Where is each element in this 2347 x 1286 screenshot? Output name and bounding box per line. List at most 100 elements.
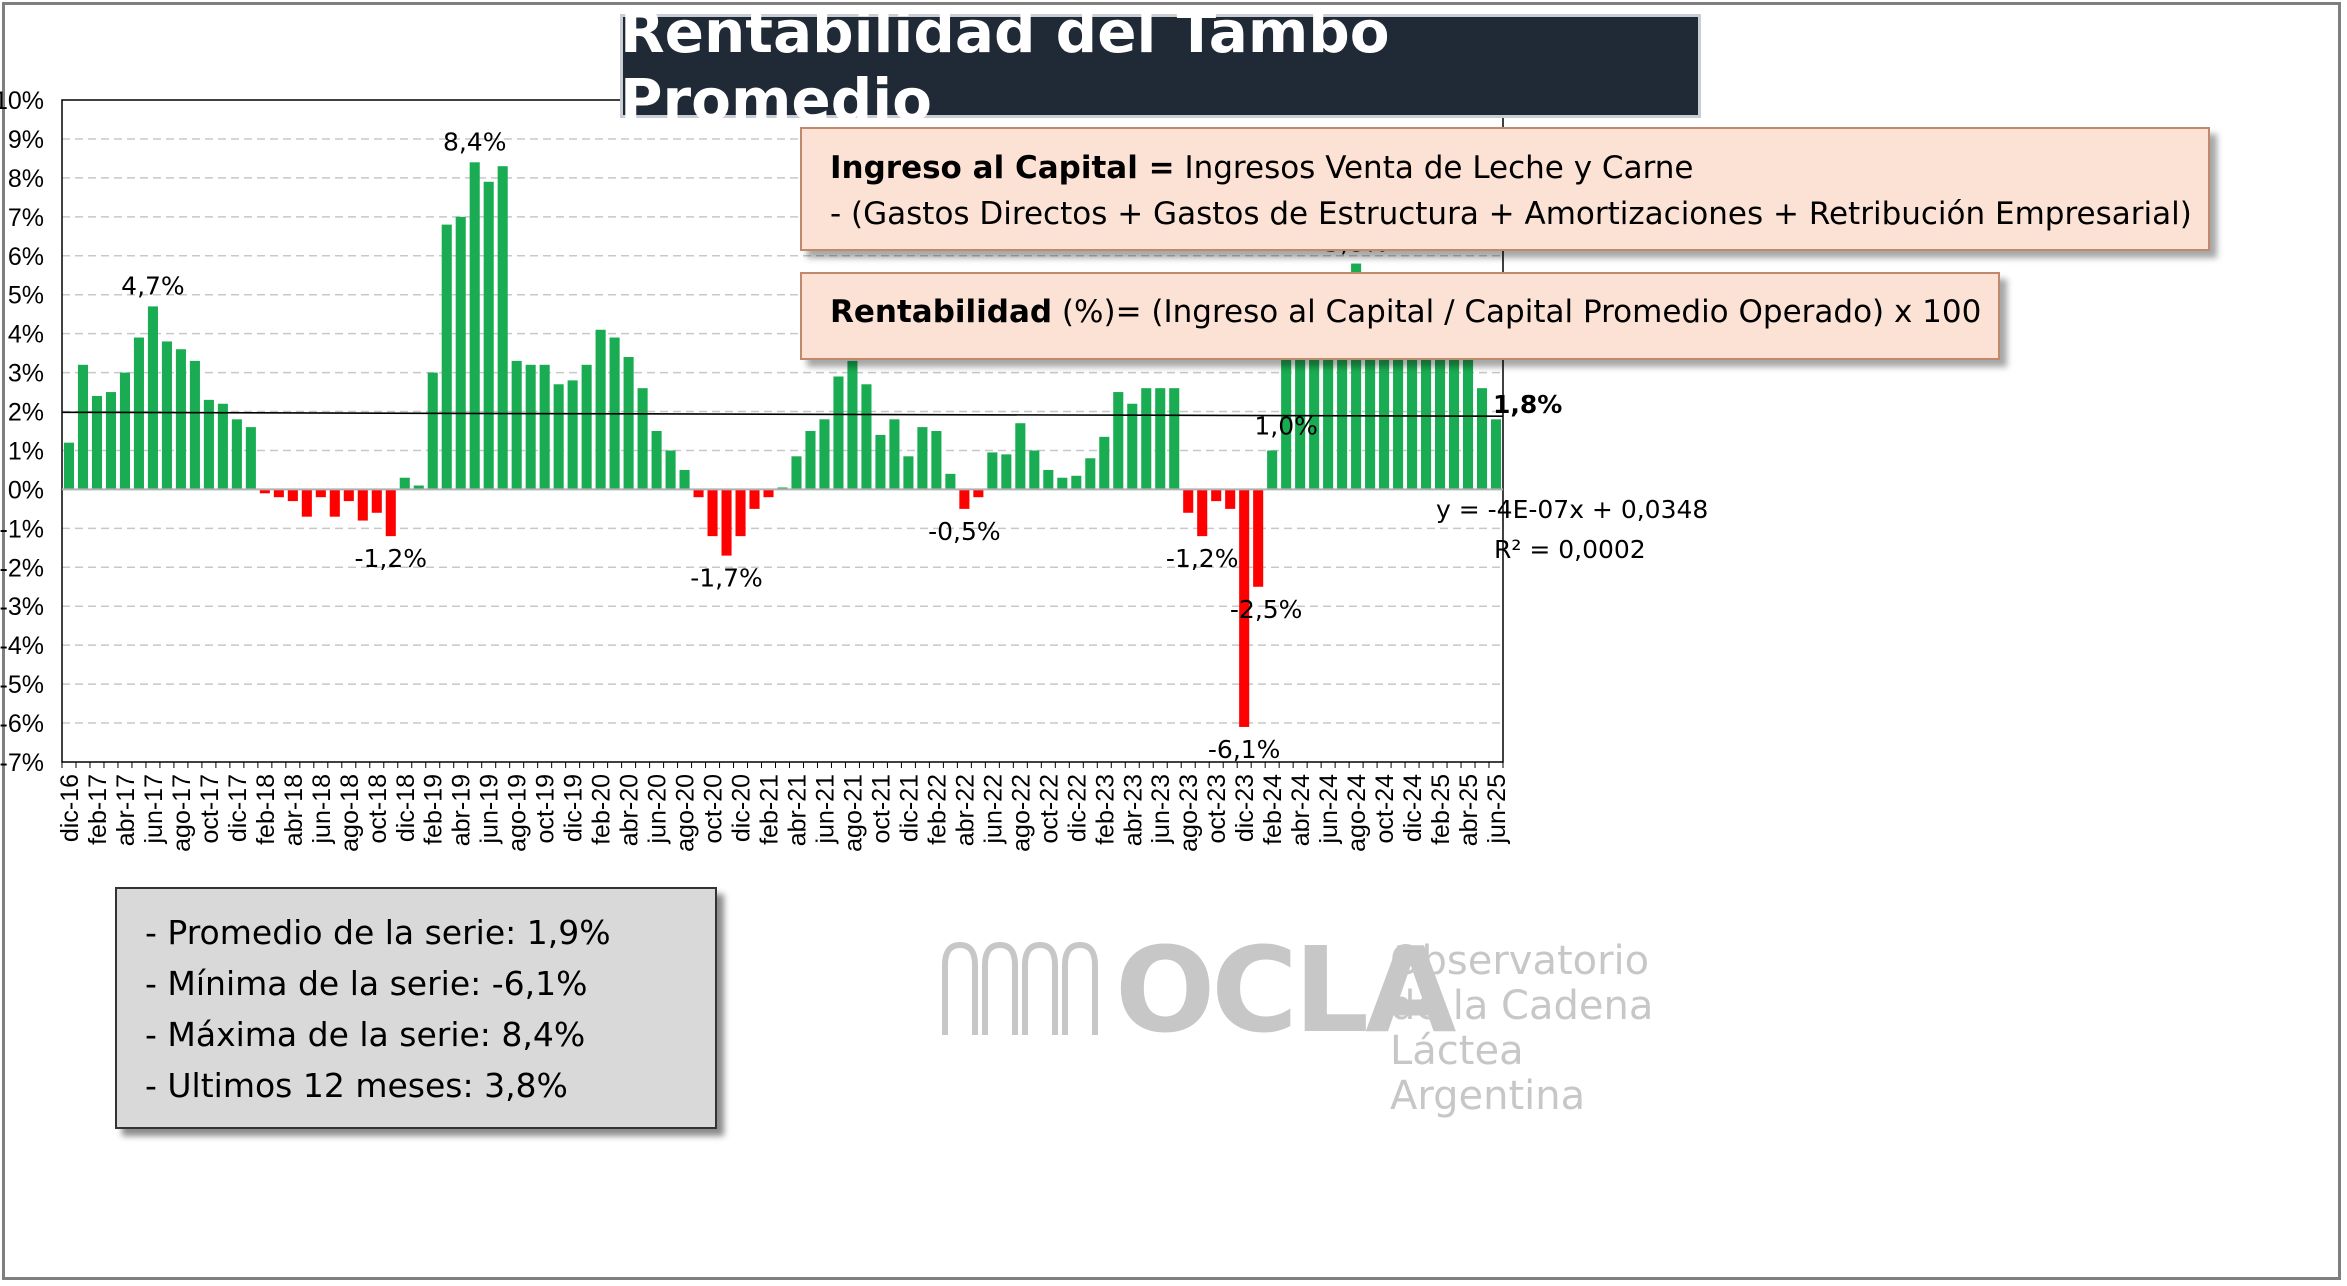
bar: [539, 364, 550, 490]
bar: [763, 489, 774, 498]
bar: [343, 489, 354, 502]
x-tick-label: oct-17: [196, 774, 224, 843]
x-tick-label: feb-19: [420, 774, 448, 845]
data-label: 8,4%: [443, 127, 507, 156]
bar: [1197, 489, 1208, 537]
ingreso-capital-deductions: - (Gastos Directos + Gastos de Estructur…: [830, 196, 2192, 232]
x-tick-label: abr-25: [1455, 774, 1483, 846]
bar: [1169, 388, 1180, 490]
bar: [245, 427, 256, 490]
bar: [259, 489, 270, 494]
bar: [693, 489, 704, 498]
x-tick-label: abr-21: [783, 774, 811, 846]
ocla-subtitle: Observatorio de la Cadena Láctea Argenti…: [1390, 939, 1765, 1119]
bar: [161, 341, 172, 490]
bar: [1071, 475, 1082, 490]
data-label: -0,5%: [928, 517, 1001, 546]
ingreso-capital-formula-box: Ingreso al Capital = Ingresos Venta de L…: [800, 127, 2210, 251]
bar: [1281, 355, 1292, 490]
x-tick-label: dic-19: [560, 774, 588, 842]
ocla-watermark: OCLA Observatorio de la Cadena Láctea Ar…: [935, 921, 1765, 1119]
bar: [959, 489, 970, 509]
bar: [931, 431, 942, 490]
x-tick-label: ago-22: [1007, 774, 1035, 852]
x-tick-label: abr-18: [280, 774, 308, 846]
bar: [1267, 450, 1278, 490]
x-tick-label: ago-18: [336, 774, 364, 852]
bar: [1043, 469, 1054, 490]
x-tick-label: dic-22: [1063, 774, 1091, 842]
y-tick-label: -2%: [0, 554, 44, 582]
x-tick-label: feb-25: [1427, 774, 1455, 845]
bar: [301, 489, 312, 517]
bar: [315, 489, 326, 498]
data-label: 1,0%: [1254, 411, 1318, 440]
ingreso-capital-definition: Ingresos Venta de Leche y Carne: [1174, 150, 1694, 186]
data-label: 4,7%: [121, 271, 185, 300]
x-tick-label: abr-17: [112, 774, 140, 846]
bar: [1407, 335, 1418, 490]
x-tick-label: abr-19: [448, 774, 476, 846]
x-tick-label: jun-24: [1315, 774, 1343, 845]
x-tick-label: jun-17: [140, 774, 168, 845]
x-tick-label: feb-17: [84, 774, 112, 845]
trendline-r2: R² = 0,0002: [1494, 535, 1646, 564]
stat-minima: - Mínima de la serie: -6,1%: [145, 964, 588, 1003]
x-tick-label: oct-18: [364, 774, 392, 843]
bar: [1365, 339, 1376, 490]
x-tick-label: feb-23: [1091, 774, 1119, 845]
bar: [791, 456, 802, 490]
stat-maxima: - Máxima de la serie: 8,4%: [145, 1015, 586, 1054]
bar: [1421, 357, 1432, 490]
bar: [1211, 489, 1222, 502]
bar: [1225, 489, 1236, 509]
y-tick-label: -6%: [0, 710, 44, 738]
x-tick-label: jun-23: [1147, 774, 1175, 845]
bar: [1057, 477, 1068, 490]
x-tick-label: jun-22: [979, 774, 1007, 845]
x-tick-label: abr-20: [616, 774, 644, 846]
bar: [413, 485, 424, 490]
bar: [1015, 423, 1026, 490]
bar: [399, 477, 410, 490]
bar: [987, 452, 998, 490]
y-axis-tick-labels: 10% 9% 8% 7% 6% 5% 4% 3% 2% 1% 0% -1% -2% -3% -4% -5% -6…: [0, 87, 44, 777]
x-tick-label: jun-20: [644, 774, 672, 845]
bar: [917, 427, 928, 490]
rentabilidad-formula-box: Rentabilidad (%)= (Ingreso al Capital / …: [800, 272, 2000, 360]
bar: [231, 419, 242, 490]
x-tick-label: oct-22: [1035, 774, 1063, 843]
y-tick-label: 3%: [8, 360, 44, 388]
chart-title: Rentabilidad del Tambo Promedio: [620, 0, 1701, 134]
x-tick-label: abr-22: [951, 774, 979, 846]
bar: [553, 384, 564, 490]
bar: [1085, 458, 1096, 490]
y-tick-label: 1%: [8, 437, 44, 465]
bar: [1309, 310, 1320, 490]
trendline-line: [61, 411, 1504, 418]
data-label: -6,1%: [1208, 735, 1281, 764]
bar: [1490, 419, 1502, 490]
ocla-brand: OCLA: [1115, 921, 1456, 1059]
bar: [679, 469, 690, 490]
x-tick-label: oct-19: [532, 774, 560, 843]
bar: [441, 224, 452, 490]
y-tick-label: 4%: [8, 321, 44, 349]
ocla-line-1: Observatorio: [1390, 938, 1650, 984]
bar: [581, 364, 592, 490]
bar: [833, 376, 844, 490]
bar: [119, 372, 130, 490]
bar: [735, 489, 746, 537]
x-tick-label: jun-21: [811, 774, 839, 845]
bar: [721, 489, 732, 556]
x-tick-label: feb-22: [923, 774, 951, 845]
bar: [567, 380, 578, 490]
bar: [875, 434, 886, 490]
bar: [945, 473, 956, 490]
y-tick-label: 7%: [8, 204, 44, 232]
rentabilidad-definition: (%)= (Ingreso al Capital / Capital Prome…: [1052, 294, 1982, 330]
x-axis-tick-labels: dic-16 feb-17 abr-17 jun-17 ago-17 oct-17 dic-…: [56, 774, 1511, 852]
bar: [203, 399, 214, 490]
x-tick-label: dic-24: [1399, 774, 1427, 842]
